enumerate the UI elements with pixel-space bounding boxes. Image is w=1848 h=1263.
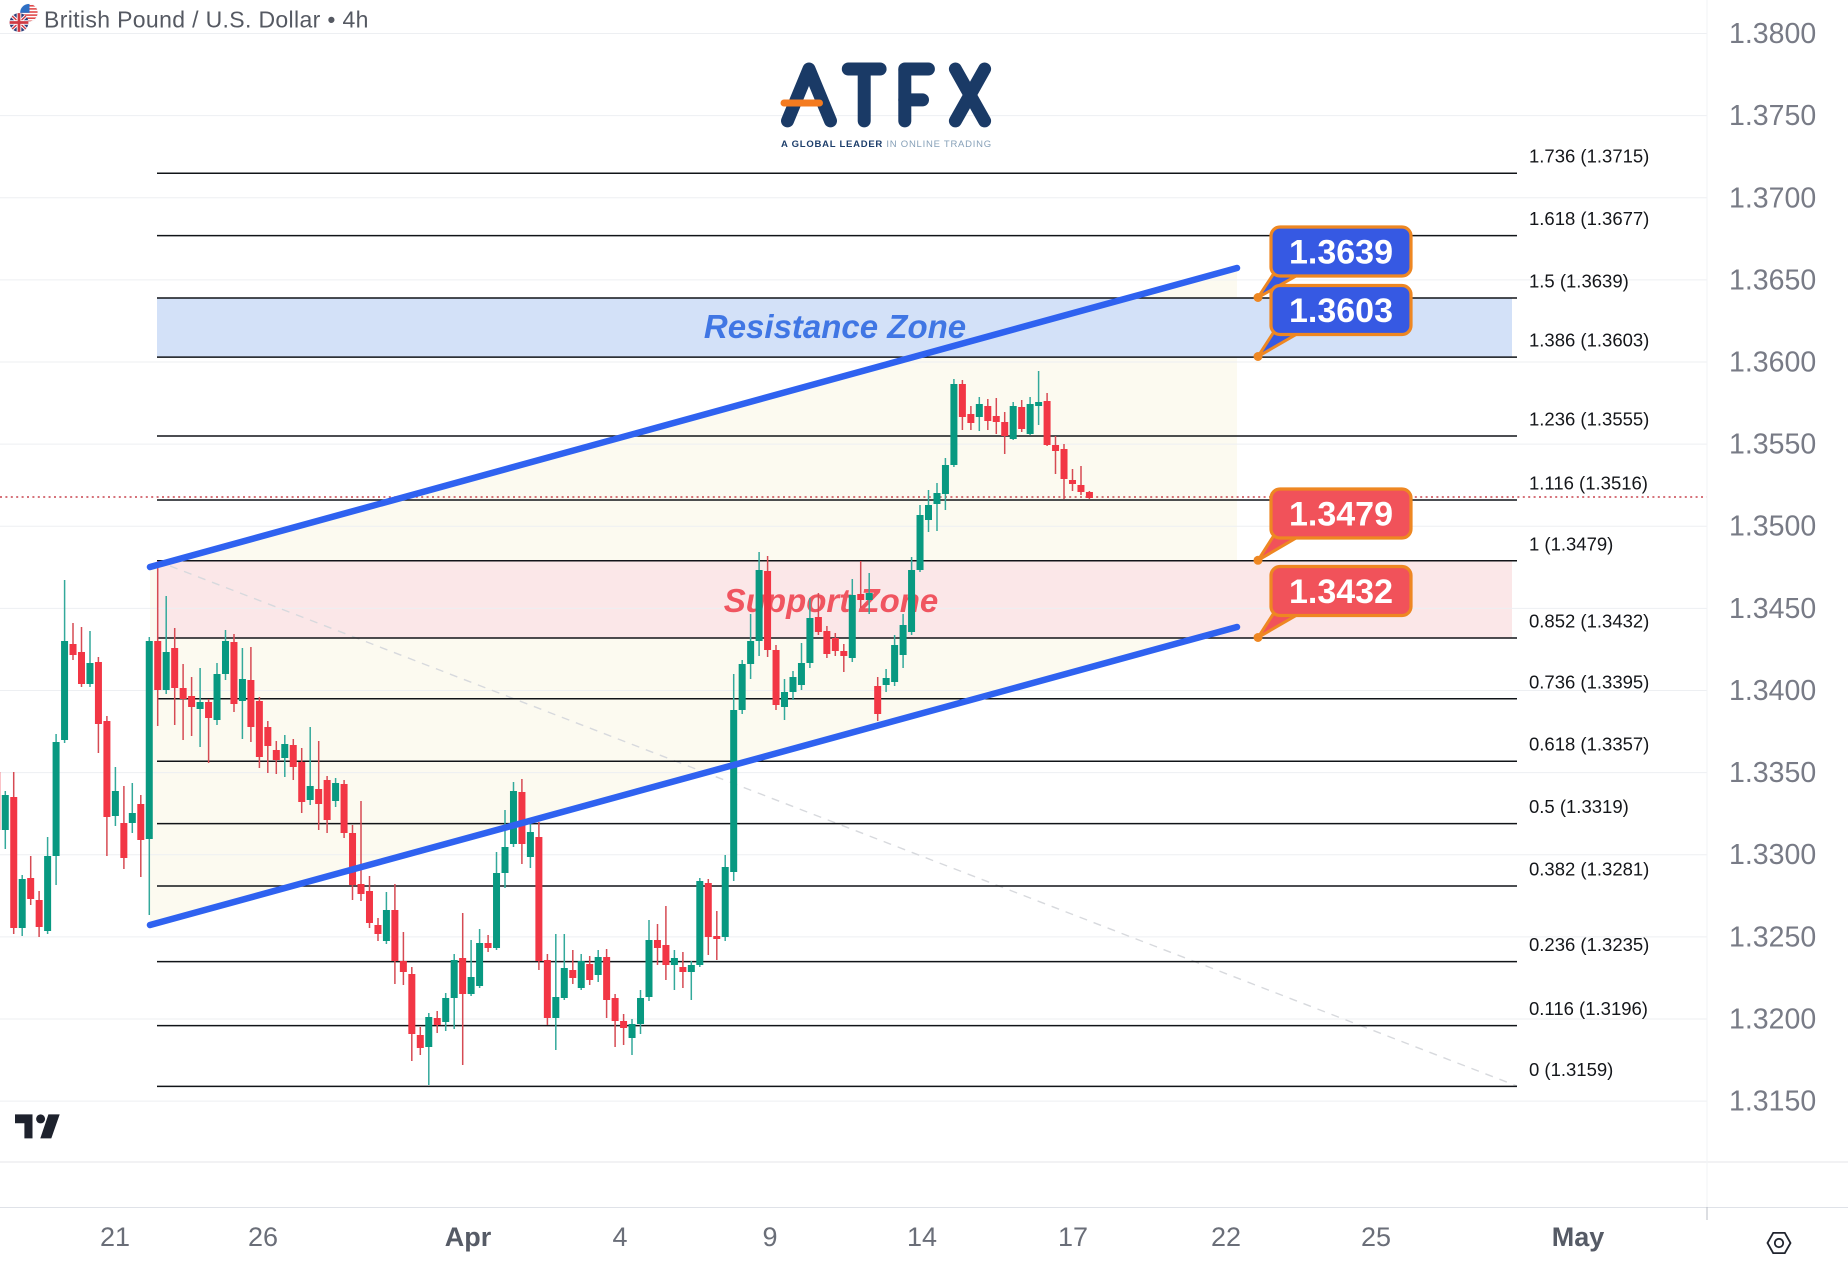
svg-text:1.618 (1.3677): 1.618 (1.3677) [1529, 208, 1649, 229]
svg-text:1 (1.3479): 1 (1.3479) [1529, 533, 1613, 554]
svg-text:22: 22 [1211, 1222, 1241, 1252]
svg-text:1.3800: 1.3800 [1729, 18, 1816, 50]
svg-text:0.5 (1.3319): 0.5 (1.3319) [1529, 796, 1629, 817]
svg-text:0.116 (1.3196): 0.116 (1.3196) [1529, 998, 1648, 1019]
svg-text:0.382 (1.3281): 0.382 (1.3281) [1529, 859, 1649, 880]
svg-text:1.3400: 1.3400 [1729, 675, 1816, 707]
svg-text:14: 14 [907, 1222, 937, 1252]
svg-text:1.736 (1.3715): 1.736 (1.3715) [1529, 146, 1649, 167]
svg-text:1.3479: 1.3479 [1289, 496, 1393, 534]
svg-text:0.618 (1.3357): 0.618 (1.3357) [1529, 734, 1649, 755]
svg-text:1.3350: 1.3350 [1729, 757, 1816, 789]
svg-text:21: 21 [100, 1222, 130, 1252]
svg-text:17: 17 [1058, 1222, 1088, 1252]
svg-text:1.3200: 1.3200 [1729, 1004, 1816, 1036]
svg-text:1.3500: 1.3500 [1729, 511, 1816, 543]
svg-text:26: 26 [248, 1222, 278, 1252]
svg-text:1.3550: 1.3550 [1729, 429, 1816, 461]
svg-text:1.3650: 1.3650 [1729, 264, 1816, 296]
svg-text:British Pound / U.S. Dollar •: British Pound / U.S. Dollar • 4h [44, 7, 369, 33]
svg-text:1.116 (1.3516): 1.116 (1.3516) [1529, 473, 1648, 494]
svg-text:A GLOBAL LEADER IN ONLINE TRAD: A GLOBAL LEADER IN ONLINE TRADING [781, 139, 992, 150]
svg-text:1.3750: 1.3750 [1729, 100, 1816, 132]
svg-text:1.3432: 1.3432 [1289, 573, 1393, 611]
svg-text:1.3150: 1.3150 [1729, 1086, 1816, 1118]
svg-text:1.236 (1.3555): 1.236 (1.3555) [1529, 409, 1649, 430]
svg-text:1.386 (1.3603): 1.386 (1.3603) [1529, 330, 1649, 351]
svg-text:0.852 (1.3432): 0.852 (1.3432) [1529, 611, 1649, 632]
svg-text:Apr: Apr [445, 1222, 492, 1252]
svg-text:1.3250: 1.3250 [1729, 921, 1816, 953]
svg-text:1.3450: 1.3450 [1729, 593, 1816, 625]
svg-text:1.3300: 1.3300 [1729, 839, 1816, 871]
svg-text:1.3700: 1.3700 [1729, 182, 1816, 214]
svg-text:1.3603: 1.3603 [1289, 292, 1393, 330]
svg-text:1.3639: 1.3639 [1289, 234, 1393, 272]
svg-text:25: 25 [1361, 1222, 1391, 1252]
svg-text:4: 4 [612, 1222, 627, 1252]
svg-text:Resistance Zone: Resistance Zone [704, 308, 966, 345]
svg-text:May: May [1552, 1222, 1605, 1252]
svg-text:9: 9 [762, 1222, 777, 1252]
svg-text:1.3600: 1.3600 [1729, 347, 1816, 379]
svg-text:0.236 (1.3235): 0.236 (1.3235) [1529, 934, 1649, 955]
svg-text:0 (1.3159): 0 (1.3159) [1529, 1059, 1613, 1080]
svg-text:1.5 (1.3639): 1.5 (1.3639) [1529, 271, 1629, 292]
svg-text:0.736 (1.3395): 0.736 (1.3395) [1529, 671, 1649, 692]
